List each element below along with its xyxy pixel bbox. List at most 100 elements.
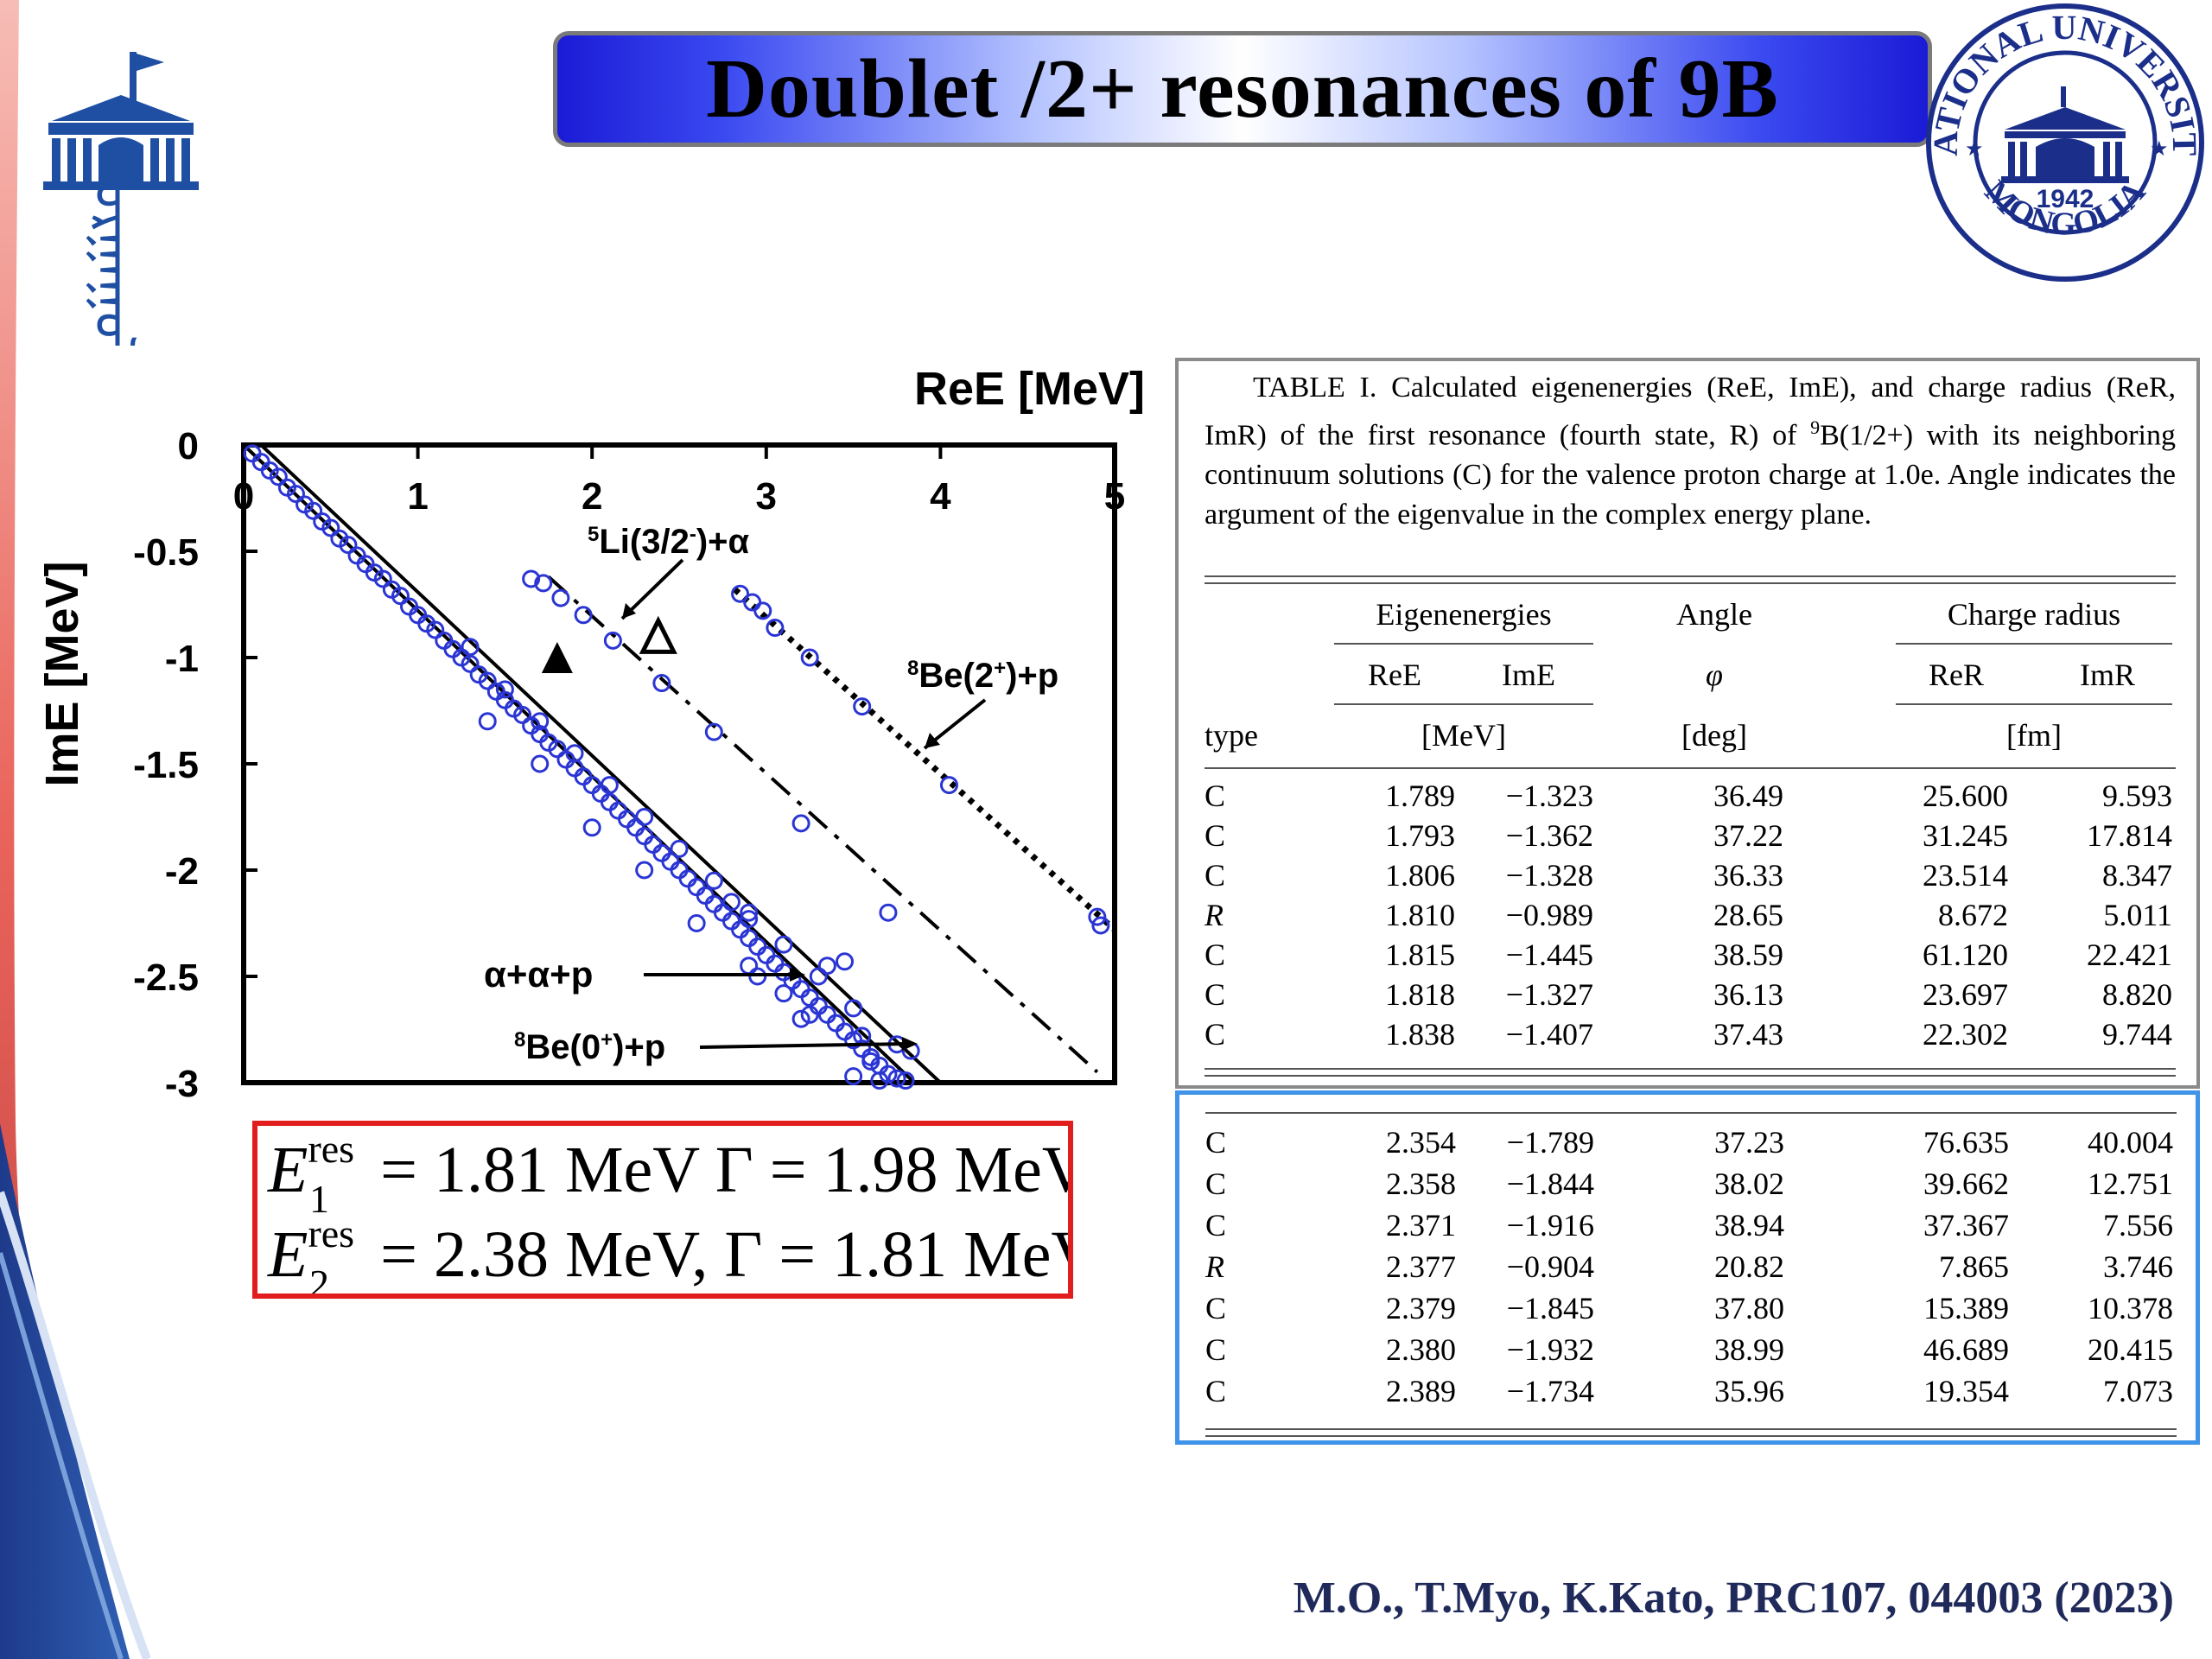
data-point bbox=[391, 587, 410, 606]
table-cell: 22.302 bbox=[1923, 1017, 2008, 1052]
data-point bbox=[791, 1009, 810, 1028]
data-point bbox=[766, 619, 785, 638]
left-decorative-band bbox=[0, 0, 151, 1659]
table-panel: TABLE I. Calculated eigenenergies (ReE, … bbox=[1175, 358, 2200, 1089]
header-imr: ImR bbox=[2079, 658, 2135, 692]
header-type: type bbox=[1205, 718, 1258, 753]
data-point bbox=[753, 601, 772, 620]
data-point bbox=[461, 654, 480, 673]
table-cell: 25.600 bbox=[1923, 779, 2008, 813]
data-point bbox=[740, 903, 759, 922]
table-cell-type: C bbox=[1205, 779, 1226, 813]
data-point bbox=[887, 1069, 906, 1088]
data-point bbox=[800, 648, 819, 667]
table-cell: 2.377 bbox=[1386, 1249, 1456, 1284]
table-cell: 76.635 bbox=[1923, 1125, 2009, 1160]
data-point bbox=[373, 569, 392, 588]
resonance-energies-box: Eres 1 = 1.81 MeV Γ = 1.98 MeV ( Eres 2 = 2.… bbox=[252, 1121, 1073, 1299]
table-cell: −1.407 bbox=[1505, 1017, 1593, 1052]
table-cell-type: C bbox=[1205, 1208, 1227, 1243]
header-angle: Angle bbox=[1676, 597, 1752, 632]
table-cell: 3.746 bbox=[2103, 1249, 2173, 1284]
x-tick-label: 2 bbox=[582, 475, 602, 518]
x-tick-label: 4 bbox=[930, 475, 951, 518]
y-tick-label: -2 bbox=[165, 850, 199, 893]
table-cell: 8.820 bbox=[2102, 977, 2172, 1012]
table-cell: 28.65 bbox=[1713, 898, 1783, 932]
data-point bbox=[478, 712, 497, 731]
x-tick-label: 1 bbox=[407, 475, 428, 518]
data-point bbox=[861, 1052, 880, 1071]
header-mev: [MeV] bbox=[1421, 718, 1506, 753]
table-cell: 1.789 bbox=[1385, 779, 1455, 813]
annotation-aap: α+α+p bbox=[484, 954, 593, 995]
table-cell: 15.389 bbox=[1923, 1291, 2009, 1325]
seal-year: 1942 bbox=[2037, 185, 2094, 213]
data-point bbox=[531, 754, 550, 773]
table-cell: 23.697 bbox=[1923, 977, 2008, 1012]
data-point bbox=[939, 776, 958, 795]
header-rer: ReR bbox=[1928, 658, 1984, 692]
data-point bbox=[548, 740, 567, 759]
table-cell: 8.672 bbox=[1938, 898, 2008, 932]
citation: M.O., T.Myo, K.Kato, PRC107, 044003 (202… bbox=[1293, 1573, 2174, 1623]
header-phi: φ bbox=[1706, 658, 1723, 692]
data-point bbox=[1091, 916, 1110, 935]
data-point bbox=[836, 952, 855, 971]
data-point bbox=[304, 501, 323, 520]
data-point bbox=[791, 814, 810, 833]
table-cell: 1.838 bbox=[1385, 1017, 1455, 1052]
data-point bbox=[704, 722, 723, 741]
y-tick-label: 0 bbox=[178, 425, 199, 467]
table-cell: 37.367 bbox=[1923, 1208, 2009, 1243]
data-point bbox=[321, 518, 340, 537]
table-cell: 7.865 bbox=[1939, 1249, 2009, 1284]
table-cell: −1.362 bbox=[1505, 818, 1593, 853]
header-eigenenergies: Eigenenergies bbox=[1376, 597, 1552, 632]
data-point bbox=[478, 671, 497, 690]
y-tick-label: -0.5 bbox=[133, 531, 199, 574]
y-tick-label: -2.5 bbox=[133, 957, 199, 999]
table-cell: 31.245 bbox=[1923, 818, 2008, 853]
table-cell: 20.82 bbox=[1714, 1249, 1784, 1284]
data-point bbox=[800, 1005, 819, 1024]
annotation-8be2: 8Be(2+)+p bbox=[907, 657, 1058, 695]
data-point bbox=[635, 808, 654, 826]
table-cell: 37.23 bbox=[1714, 1125, 1784, 1160]
data-point bbox=[1088, 907, 1107, 926]
table-cell: 1.793 bbox=[1385, 818, 1455, 853]
data-point bbox=[522, 569, 541, 588]
table-cell: 22.421 bbox=[2087, 938, 2172, 972]
table-cell-type: C bbox=[1205, 818, 1226, 853]
data-point bbox=[269, 467, 288, 486]
y-axis-label: ImE [MeV] bbox=[36, 561, 88, 786]
table-cell: −1.789 bbox=[1506, 1125, 1594, 1160]
header-deg: [deg] bbox=[1681, 718, 1747, 753]
header-fm: [fm] bbox=[2006, 718, 2062, 753]
table-cell: 2.379 bbox=[1386, 1291, 1456, 1325]
data-point bbox=[286, 485, 305, 504]
table-cell-type: C bbox=[1205, 1291, 1227, 1325]
table-cell-type: C bbox=[1205, 1125, 1227, 1160]
data-point bbox=[670, 839, 689, 858]
data-point bbox=[774, 984, 793, 1003]
university-building-icon: ᠰᠤᠷᠭᠠᠭᠤᠯᠢ bbox=[43, 52, 199, 354]
data-point bbox=[817, 957, 836, 976]
table-cell: 37.22 bbox=[1713, 818, 1783, 853]
table-cell: 2.380 bbox=[1386, 1332, 1456, 1367]
data-point bbox=[774, 935, 793, 954]
table-cell: −1.916 bbox=[1506, 1208, 1594, 1243]
header-ime: ImE bbox=[1502, 658, 1555, 692]
table-cell: 38.02 bbox=[1714, 1166, 1784, 1201]
table-cell: 37.80 bbox=[1714, 1291, 1784, 1325]
table-cell: −1.445 bbox=[1505, 938, 1593, 972]
annotation-5li: 5Li(3/2-)+α bbox=[588, 523, 750, 561]
data-point bbox=[565, 744, 584, 763]
table-cell: 7.556 bbox=[2103, 1208, 2173, 1243]
data-point bbox=[687, 914, 706, 932]
header-charge-radius: Charge radius bbox=[1947, 597, 2121, 632]
data-point bbox=[531, 712, 550, 731]
data-point bbox=[844, 999, 863, 1018]
table-cell: 46.689 bbox=[1923, 1332, 2009, 1367]
header-ree: ReE bbox=[1368, 658, 1421, 692]
